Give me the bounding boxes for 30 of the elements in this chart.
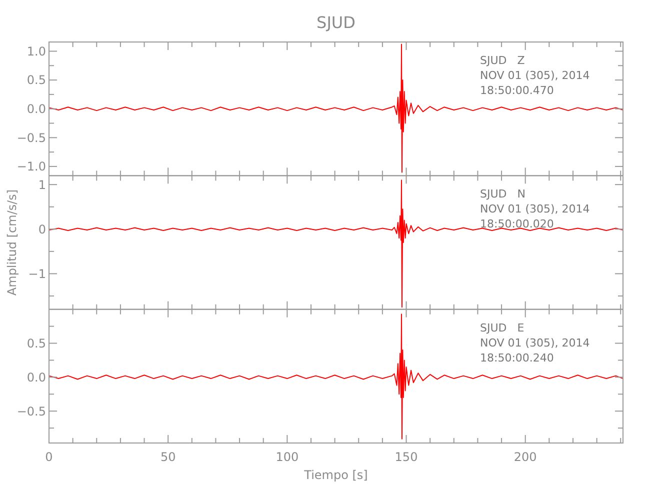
x-tick-label: 200 xyxy=(514,450,537,464)
y-tick-label: 0.5 xyxy=(26,336,46,350)
y-tick-label: 0.5 xyxy=(26,73,46,88)
annotation: 18:50:00.240 xyxy=(480,351,554,364)
annotation: 18:50:00.020 xyxy=(480,218,554,231)
y-tick-label: 1 xyxy=(38,178,46,192)
y-tick-label: −0.5 xyxy=(16,404,46,418)
y-tick-label: 1.0 xyxy=(26,44,46,58)
annotation: SJUD Z xyxy=(480,54,526,67)
chart-title: SJUD xyxy=(316,13,356,32)
x-tick-label: 50 xyxy=(160,450,176,464)
line-series xyxy=(48,314,624,440)
annotation: NOV 01 (305), 2014 xyxy=(480,202,590,216)
annotation: NOV 01 (305), 2014 xyxy=(480,69,590,82)
annotation: SJUD N xyxy=(480,188,526,201)
annotation: NOV 01 (305), 2014 xyxy=(480,336,590,350)
x-axis-title: Tiempo [s] xyxy=(303,468,368,482)
y-tick-label: −1 xyxy=(28,266,46,281)
y-tick-label: −1.0 xyxy=(16,160,46,174)
y-tick-label: 0 xyxy=(38,222,46,236)
y-tick-label: −0.5 xyxy=(16,130,46,145)
line-series xyxy=(48,180,624,308)
annotation: SJUD E xyxy=(480,321,524,334)
y-tick-label: 0.0 xyxy=(26,102,46,116)
annotation: 18:50:00.470 xyxy=(480,84,554,97)
line-series xyxy=(48,44,624,173)
x-tick-label: 150 xyxy=(394,450,418,464)
y-axis-title: Amplitud [cm/s/s] xyxy=(5,189,19,296)
y-tick-label: 0.0 xyxy=(26,370,46,384)
x-tick-label: 100 xyxy=(276,450,299,464)
